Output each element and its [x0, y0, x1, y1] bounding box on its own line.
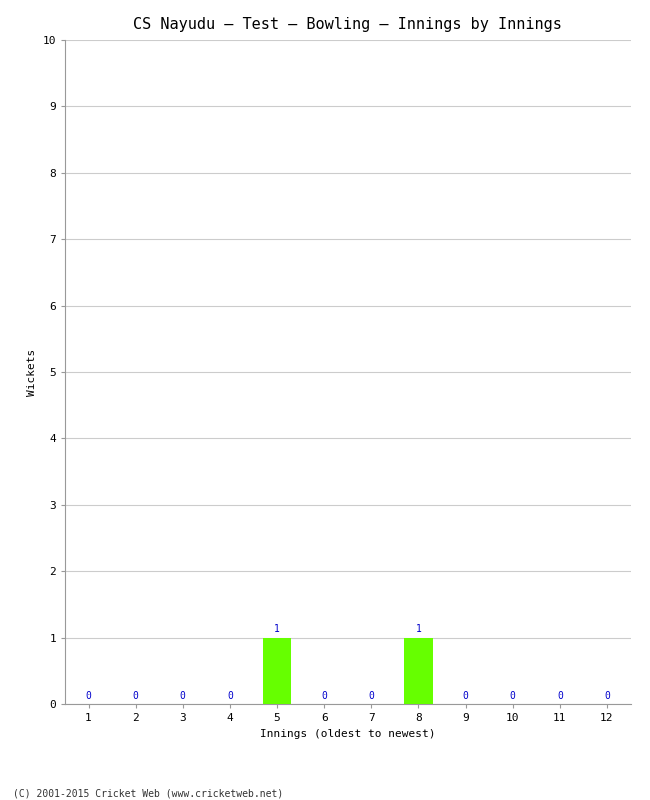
Text: 1: 1 — [415, 624, 421, 634]
Text: 0: 0 — [227, 690, 233, 701]
Text: 0: 0 — [463, 690, 469, 701]
Title: CS Nayudu – Test – Bowling – Innings by Innings: CS Nayudu – Test – Bowling – Innings by … — [133, 17, 562, 32]
Text: (C) 2001-2015 Cricket Web (www.cricketweb.net): (C) 2001-2015 Cricket Web (www.cricketwe… — [13, 788, 283, 798]
Text: 0: 0 — [510, 690, 515, 701]
Text: 0: 0 — [321, 690, 327, 701]
X-axis label: Innings (oldest to newest): Innings (oldest to newest) — [260, 729, 436, 738]
Text: 0: 0 — [180, 690, 186, 701]
Text: 0: 0 — [604, 690, 610, 701]
Text: 0: 0 — [557, 690, 563, 701]
Text: 0: 0 — [86, 690, 92, 701]
Text: 0: 0 — [369, 690, 374, 701]
Text: 0: 0 — [133, 690, 138, 701]
Bar — [404, 638, 433, 704]
Y-axis label: Wickets: Wickets — [27, 348, 37, 396]
Bar — [263, 638, 291, 704]
Text: 1: 1 — [274, 624, 280, 634]
